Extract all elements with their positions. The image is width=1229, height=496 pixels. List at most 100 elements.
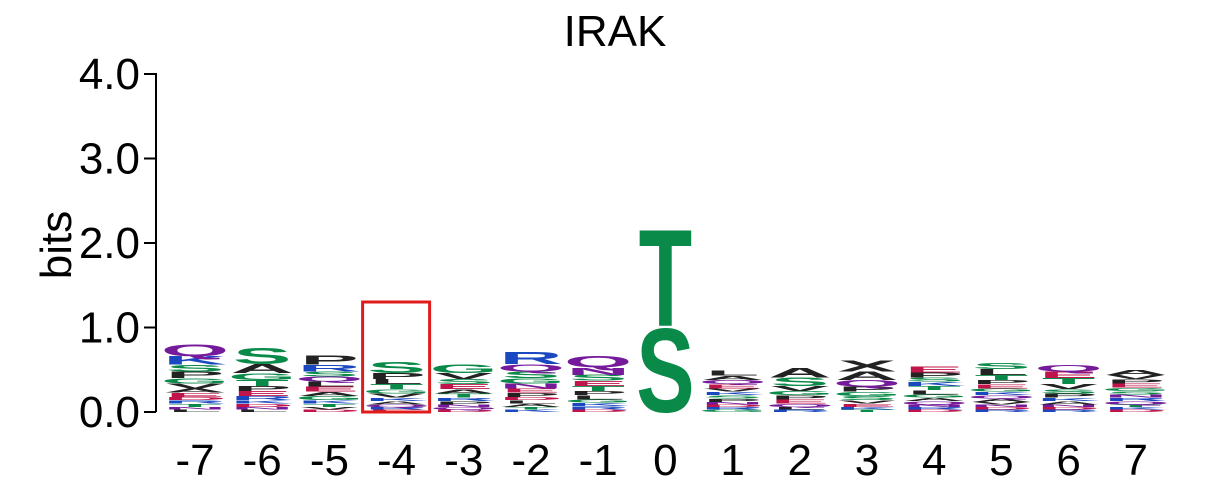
logo-letter: L xyxy=(907,389,960,396)
logo-letter: S xyxy=(905,376,963,383)
logo-letter: A xyxy=(970,398,1033,403)
logo-letter: Q xyxy=(699,379,767,386)
logo-letter: K xyxy=(701,391,765,396)
logo-letter: S xyxy=(703,394,761,399)
letter-stacks: LNTRDEAVGPSKQLNDKREPTGASDVTKGAELQSRPERQA… xyxy=(161,200,1170,438)
logo-letter: T xyxy=(168,403,222,408)
logo-letter: S xyxy=(367,360,425,377)
logo-letter: N xyxy=(231,406,294,410)
logo-letter: D xyxy=(903,409,966,413)
logo-letter: D xyxy=(231,403,294,408)
logo-letter: T xyxy=(235,379,289,388)
logo-letter: D xyxy=(970,406,1033,410)
logo-letter: L xyxy=(773,406,826,410)
logo-letter: T xyxy=(907,385,961,392)
logo-letter: R xyxy=(365,406,428,410)
logo-letter: G xyxy=(1102,387,1170,392)
logo-letter: L xyxy=(706,369,759,377)
logo-letter: V xyxy=(838,399,896,404)
logo-letter: S xyxy=(502,370,560,380)
x-ticks: -7 -6 -5 -4 -3 -2 -1 0 1 2 3 4 5 6 7 xyxy=(175,436,1148,485)
logo-letter: N xyxy=(567,366,630,378)
logo-letter: K xyxy=(499,409,563,413)
logo-letter: L xyxy=(504,399,557,404)
logo-letter: S xyxy=(300,370,358,378)
x-tick-label: -6 xyxy=(243,436,282,485)
logo-letter: E xyxy=(905,365,963,374)
logo-letter: A xyxy=(1104,369,1167,377)
x-tick-label: -7 xyxy=(175,436,214,485)
logo-letter: P xyxy=(1039,392,1097,399)
y-tick-label: 4.0 xyxy=(79,50,140,99)
logo-letter: V xyxy=(703,388,761,393)
highlight-box xyxy=(361,300,432,414)
logo-letter: R xyxy=(1104,397,1167,402)
logo-letter: T xyxy=(370,383,424,391)
logo-letter: G xyxy=(430,363,498,376)
logo-letter: A xyxy=(1037,400,1100,405)
logo-letter: P xyxy=(703,398,761,403)
logo-letter: N xyxy=(1104,393,1167,398)
logo-letter: P xyxy=(300,353,358,367)
logo-letter: K xyxy=(903,381,966,388)
x-tick-label: -1 xyxy=(579,436,618,485)
chart-title: IRAK xyxy=(564,7,667,56)
logo-letter: D xyxy=(567,409,630,413)
logo-letter: A xyxy=(499,403,562,408)
logo-letter: D xyxy=(163,396,226,401)
logo-letter: P xyxy=(502,392,560,399)
logo-letter: E xyxy=(838,403,896,408)
logo-letter: R xyxy=(903,406,966,410)
logo-letter: Q xyxy=(900,400,968,405)
y-tick-label: 1.0 xyxy=(79,304,140,353)
logo-letter: P xyxy=(233,385,291,393)
logo-letter: G xyxy=(363,388,431,395)
x-tick-label: -4 xyxy=(377,436,416,485)
logo-letter: D xyxy=(1037,406,1100,410)
logo-letter: A xyxy=(298,391,361,398)
logo-letter: G xyxy=(295,395,363,402)
logo-letter: N xyxy=(1037,404,1100,408)
logo-letter: R xyxy=(1037,409,1100,413)
logo-letter: G xyxy=(900,393,968,398)
logo-letter: A xyxy=(701,375,764,382)
logo-letter: V xyxy=(771,385,829,393)
logo-letter: P xyxy=(1107,378,1165,385)
logo-letter: P xyxy=(569,390,627,397)
logo-letter: S xyxy=(166,363,224,373)
logo-letter: K xyxy=(231,399,295,404)
logo-letter: K xyxy=(365,397,429,402)
y-tick-label: 3.0 xyxy=(79,135,140,184)
logo-letter: G xyxy=(699,409,767,413)
logo-letter: V xyxy=(1107,374,1165,381)
logo-letter: L xyxy=(303,380,356,388)
logo-letter: A xyxy=(768,365,831,381)
logo-letter: E xyxy=(771,398,829,405)
logo-letter: D xyxy=(1104,409,1167,413)
logo-letter: P xyxy=(367,372,425,381)
logo-letter: D xyxy=(432,409,495,413)
logo-letter: A xyxy=(365,400,428,405)
logo-letter: Q xyxy=(1035,363,1103,373)
logo-letter: G xyxy=(766,390,834,397)
logo-letter: E xyxy=(1107,382,1165,389)
logo-letter: E xyxy=(569,380,627,388)
x-tick-label: -5 xyxy=(310,436,349,485)
logo-letter: P xyxy=(838,385,896,393)
logo-letter: P xyxy=(905,371,963,379)
logo-letter: L xyxy=(975,368,1028,377)
logo-letter: A xyxy=(835,369,898,382)
logo-letter: S xyxy=(771,375,829,388)
logo-letter: L xyxy=(235,409,288,413)
y-tick-label: 2.0 xyxy=(79,219,140,268)
logo-letter: R xyxy=(163,399,226,404)
logo-letter: Q xyxy=(430,406,498,410)
logo-column-0: ST xyxy=(636,200,694,438)
logo-letter: D xyxy=(701,404,764,408)
logo-letter: R xyxy=(499,348,562,368)
